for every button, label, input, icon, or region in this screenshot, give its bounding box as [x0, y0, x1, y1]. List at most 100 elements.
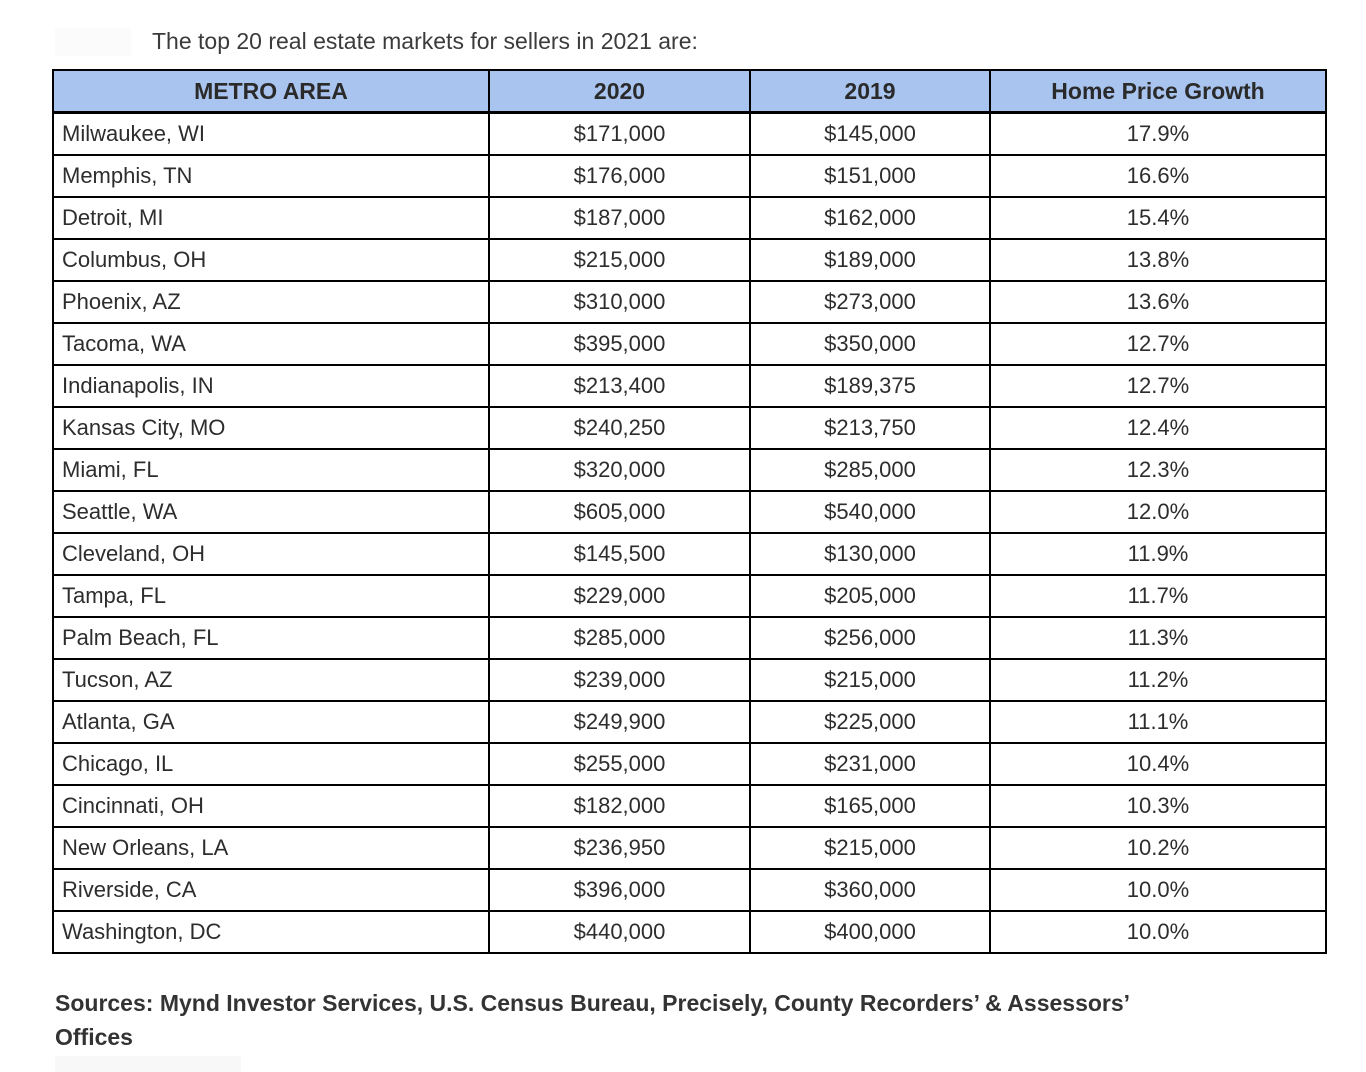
- growth-cell: 11.1%: [989, 700, 1327, 744]
- price-2019-cell: $225,000: [749, 700, 991, 744]
- table-row: Kansas City, MO $240,250 $213,750 12.4%: [52, 406, 1327, 450]
- growth-cell: 11.7%: [989, 574, 1327, 618]
- growth-cell: 10.3%: [989, 784, 1327, 828]
- price-2019-cell: $151,000: [749, 154, 991, 198]
- metro-area-cell: Cincinnati, OH: [52, 784, 490, 828]
- table-row: Memphis, TN $176,000 $151,000 16.6%: [52, 154, 1327, 198]
- sources-line-1: Sources: Mynd Investor Services, U.S. Ce…: [55, 990, 1131, 1016]
- table-row: Tucson, AZ $239,000 $215,000 11.2%: [52, 658, 1327, 702]
- metro-area-cell: Phoenix, AZ: [52, 280, 490, 324]
- price-2020-cell: $236,950: [488, 826, 751, 870]
- metro-area-cell: Tacoma, WA: [52, 322, 490, 366]
- table-row: Cincinnati, OH $182,000 $165,000 10.3%: [52, 784, 1327, 828]
- price-2020-cell: $176,000: [488, 154, 751, 198]
- price-2020-cell: $240,250: [488, 406, 751, 450]
- price-2020-cell: $239,000: [488, 658, 751, 702]
- price-2020-cell: $395,000: [488, 322, 751, 366]
- price-2019-cell: $215,000: [749, 658, 991, 702]
- price-2020-cell: $605,000: [488, 490, 751, 534]
- growth-cell: 10.4%: [989, 742, 1327, 786]
- table-row: Palm Beach, FL $285,000 $256,000 11.3%: [52, 616, 1327, 660]
- growth-cell: 10.2%: [989, 826, 1327, 870]
- metro-area-cell: Washington, DC: [52, 910, 490, 954]
- price-2019-cell: $189,000: [749, 238, 991, 282]
- price-2020-cell: $171,000: [488, 111, 751, 156]
- growth-cell: 13.6%: [989, 280, 1327, 324]
- col-header-2019: 2019: [749, 69, 991, 114]
- price-2019-cell: $162,000: [749, 196, 991, 240]
- growth-cell: 16.6%: [989, 154, 1327, 198]
- col-header-home-price-growth: Home Price Growth: [989, 69, 1327, 114]
- price-2019-cell: $256,000: [749, 616, 991, 660]
- growth-cell: 11.9%: [989, 532, 1327, 576]
- markets-table: METRO AREA 2020 2019 Home Price Growth M…: [52, 69, 1327, 954]
- growth-cell: 10.0%: [989, 910, 1327, 954]
- metro-area-cell: Cleveland, OH: [52, 532, 490, 576]
- table-row: Tampa, FL $229,000 $205,000 11.7%: [52, 574, 1327, 618]
- price-2020-cell: $255,000: [488, 742, 751, 786]
- price-2019-cell: $400,000: [749, 910, 991, 954]
- price-2019-cell: $285,000: [749, 448, 991, 492]
- page-title: The top 20 real estate markets for selle…: [152, 28, 698, 54]
- price-2019-cell: $145,000: [749, 111, 991, 156]
- table-row: Riverside, CA $396,000 $360,000 10.0%: [52, 868, 1327, 912]
- ghost-highlight-top: [55, 28, 131, 56]
- price-2019-cell: $189,375: [749, 364, 991, 408]
- price-2020-cell: $249,900: [488, 700, 751, 744]
- price-2019-cell: $165,000: [749, 784, 991, 828]
- price-2020-cell: $229,000: [488, 574, 751, 618]
- ghost-highlight-bottom: [55, 1056, 241, 1072]
- price-2020-cell: $320,000: [488, 448, 751, 492]
- growth-cell: 17.9%: [989, 111, 1327, 156]
- table-row: Miami, FL $320,000 $285,000 12.3%: [52, 448, 1327, 492]
- metro-area-cell: Kansas City, MO: [52, 406, 490, 450]
- metro-area-cell: Chicago, IL: [52, 742, 490, 786]
- growth-cell: 12.4%: [989, 406, 1327, 450]
- growth-cell: 15.4%: [989, 196, 1327, 240]
- table-row: Atlanta, GA $249,900 $225,000 11.1%: [52, 700, 1327, 744]
- metro-area-cell: New Orleans, LA: [52, 826, 490, 870]
- metro-area-cell: Miami, FL: [52, 448, 490, 492]
- metro-area-cell: Riverside, CA: [52, 868, 490, 912]
- price-2019-cell: $360,000: [749, 868, 991, 912]
- metro-area-cell: Milwaukee, WI: [52, 111, 490, 156]
- price-2019-cell: $215,000: [749, 826, 991, 870]
- col-header-metro-area: METRO AREA: [52, 69, 490, 114]
- growth-cell: 13.8%: [989, 238, 1327, 282]
- sources-line-2: Offices: [55, 1024, 133, 1050]
- metro-area-cell: Memphis, TN: [52, 154, 490, 198]
- metro-area-cell: Tucson, AZ: [52, 658, 490, 702]
- price-2020-cell: $213,400: [488, 364, 751, 408]
- metro-area-cell: Tampa, FL: [52, 574, 490, 618]
- table-row: Tacoma, WA $395,000 $350,000 12.7%: [52, 322, 1327, 366]
- growth-cell: 12.7%: [989, 364, 1327, 408]
- table-row: Columbus, OH $215,000 $189,000 13.8%: [52, 238, 1327, 282]
- price-2019-cell: $231,000: [749, 742, 991, 786]
- price-2020-cell: $440,000: [488, 910, 751, 954]
- price-2020-cell: $182,000: [488, 784, 751, 828]
- metro-area-cell: Palm Beach, FL: [52, 616, 490, 660]
- metro-area-cell: Indianapolis, IN: [52, 364, 490, 408]
- price-2020-cell: $285,000: [488, 616, 751, 660]
- table-row: Milwaukee, WI $171,000 $145,000 17.9%: [52, 111, 1327, 156]
- growth-cell: 12.0%: [989, 490, 1327, 534]
- price-2019-cell: $130,000: [749, 532, 991, 576]
- price-2019-cell: $350,000: [749, 322, 991, 366]
- growth-cell: 12.3%: [989, 448, 1327, 492]
- price-2019-cell: $540,000: [749, 490, 991, 534]
- price-2019-cell: $273,000: [749, 280, 991, 324]
- table-row: Indianapolis, IN $213,400 $189,375 12.7%: [52, 364, 1327, 408]
- price-2020-cell: $215,000: [488, 238, 751, 282]
- growth-cell: 11.2%: [989, 658, 1327, 702]
- table-header-row: METRO AREA 2020 2019 Home Price Growth: [52, 69, 1327, 114]
- metro-area-cell: Columbus, OH: [52, 238, 490, 282]
- table-row: Detroit, MI $187,000 $162,000 15.4%: [52, 196, 1327, 240]
- col-header-2020: 2020: [488, 69, 751, 114]
- metro-area-cell: Atlanta, GA: [52, 700, 490, 744]
- price-2020-cell: $145,500: [488, 532, 751, 576]
- metro-area-cell: Seattle, WA: [52, 490, 490, 534]
- price-2019-cell: $213,750: [749, 406, 991, 450]
- metro-area-cell: Detroit, MI: [52, 196, 490, 240]
- price-2020-cell: $187,000: [488, 196, 751, 240]
- sources-note: Sources: Mynd Investor Services, U.S. Ce…: [55, 986, 1130, 1054]
